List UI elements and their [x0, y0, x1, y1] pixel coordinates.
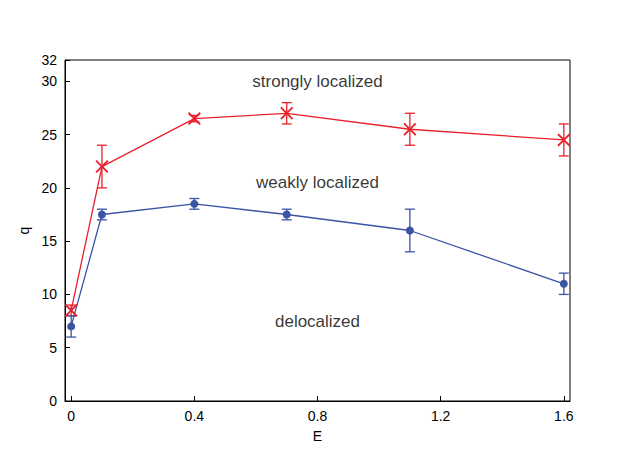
- svg-text:0: 0: [67, 408, 75, 424]
- svg-text:25: 25: [41, 127, 57, 143]
- svg-text:20: 20: [41, 180, 57, 196]
- svg-text:15: 15: [41, 233, 57, 249]
- svg-text:strongly localized: strongly localized: [252, 72, 382, 91]
- svg-text:weakly localized: weakly localized: [255, 173, 379, 192]
- svg-text:0: 0: [49, 393, 57, 409]
- svg-text:0.4: 0.4: [185, 408, 205, 424]
- svg-text:10: 10: [41, 286, 57, 302]
- svg-text:delocalized: delocalized: [275, 312, 360, 331]
- svg-text:q: q: [16, 227, 32, 235]
- svg-text:32: 32: [41, 52, 57, 68]
- svg-text:E: E: [313, 428, 322, 444]
- svg-text:5: 5: [49, 340, 57, 356]
- svg-text:30: 30: [41, 73, 57, 89]
- svg-text:1.2: 1.2: [431, 408, 451, 424]
- svg-text:0.8: 0.8: [308, 408, 328, 424]
- svg-text:1.6: 1.6: [554, 408, 574, 424]
